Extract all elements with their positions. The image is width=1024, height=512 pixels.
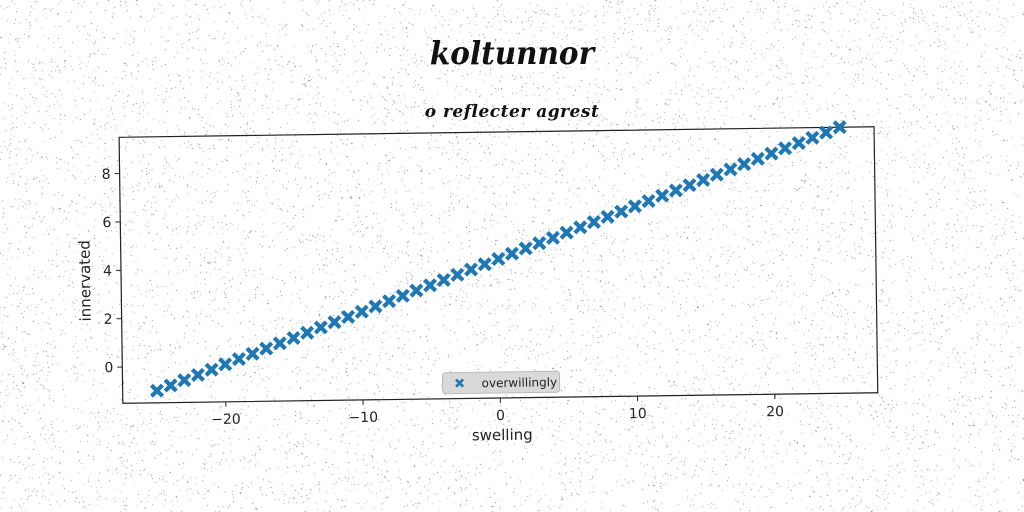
data-point [477, 257, 492, 272]
data-point [819, 125, 834, 140]
data-point [436, 272, 451, 288]
data-point [286, 330, 301, 346]
data-point [614, 204, 629, 219]
legend-marker [455, 378, 465, 388]
data-point [641, 193, 656, 209]
data-point [354, 304, 369, 319]
data-point [368, 299, 383, 314]
data-point [245, 346, 260, 361]
data-point [518, 241, 533, 256]
x-tick-label: −20 [211, 412, 241, 428]
x-axis-label: swelling [472, 426, 533, 445]
data-point [682, 178, 697, 193]
data-point [491, 251, 506, 267]
data-point [341, 309, 356, 324]
data-point [750, 151, 765, 166]
data-point [545, 230, 561, 245]
data-point [600, 209, 615, 224]
data-point [382, 294, 397, 309]
y-tick-label: 0 [104, 360, 113, 376]
data-point [586, 215, 601, 230]
data-point [463, 262, 479, 277]
y-tick-label: 2 [104, 312, 113, 328]
data-point [450, 267, 465, 282]
data-point [409, 283, 424, 298]
x-tick-label: 0 [496, 408, 505, 424]
data-point [764, 146, 779, 161]
data-point [313, 320, 328, 335]
y-axis-label: innervated [76, 240, 95, 322]
data-point [300, 325, 315, 340]
data-point [190, 367, 205, 382]
data-point [573, 220, 588, 235]
data-point [204, 362, 219, 377]
data-point [668, 183, 683, 198]
data-point [327, 315, 342, 330]
data-point [395, 288, 410, 303]
x-tick-label: 10 [629, 406, 647, 422]
data-point [218, 357, 233, 372]
plot-frame [118, 126, 879, 404]
data-point [504, 246, 520, 261]
data-point [177, 373, 192, 388]
data-point [709, 167, 724, 182]
data-point [805, 130, 820, 145]
y-tick-label: 8 [102, 167, 111, 183]
data-point [272, 336, 287, 351]
legend-label: overwillingly [481, 375, 557, 390]
data-point [655, 188, 670, 203]
y-tick-label: 6 [102, 215, 111, 231]
data-point [559, 225, 574, 240]
x-tick-label: 20 [766, 404, 784, 420]
data-point [163, 378, 178, 393]
data-point [778, 141, 793, 156]
data-point [832, 120, 847, 135]
data-point [259, 341, 274, 356]
data-point [723, 162, 738, 177]
x-tick-label: −10 [348, 410, 378, 426]
data-point [423, 278, 438, 293]
data-point [231, 352, 246, 367]
data-point [791, 135, 806, 151]
chart-title: o reflecter agrest [424, 102, 600, 122]
data-point [737, 157, 752, 172]
figure-suptitle: koltunnor [429, 34, 595, 72]
y-tick-label: 4 [103, 263, 112, 279]
data-point [149, 383, 165, 398]
legend-box [441, 370, 561, 395]
data-point [627, 199, 642, 214]
data-point [532, 236, 547, 251]
data-point [696, 172, 711, 187]
